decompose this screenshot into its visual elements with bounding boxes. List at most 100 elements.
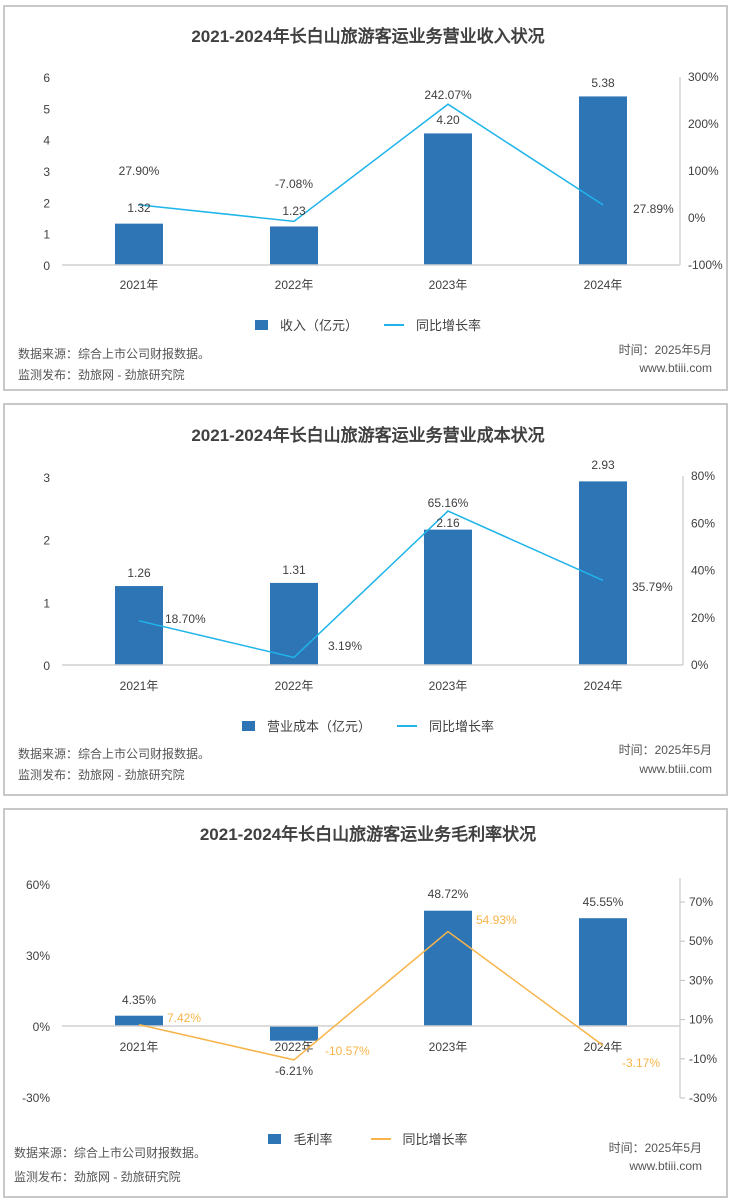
x-axis-tick-label: 2023年 bbox=[429, 679, 468, 693]
right-axis-tick-label: -30% bbox=[689, 1091, 717, 1105]
growth-rate-label: 18.70% bbox=[165, 612, 206, 626]
publisher: 监测发布：劲旅网 - 劲旅研究院 bbox=[18, 768, 185, 782]
x-axis-tick-label: 2022年 bbox=[275, 1040, 314, 1054]
growth-rate-line bbox=[138, 103, 604, 223]
site-url: www.btiii.com bbox=[639, 361, 712, 375]
chart-title: 2021-2024年长白山旅游客运业务营业收入状况 bbox=[191, 27, 545, 46]
left-axis-tick-label: 30% bbox=[26, 949, 50, 963]
x-axis-tick-label: 2024年 bbox=[584, 278, 623, 292]
left-axis-tick-label: 6 bbox=[43, 71, 50, 85]
chart-legend: 毛利率 同比增长率 bbox=[0, 1129, 736, 1148]
bar bbox=[424, 529, 472, 665]
left-axis-tick-label: 2 bbox=[43, 534, 50, 548]
left-axis-tick-label: 0 bbox=[43, 659, 50, 673]
right-axis-tick-label: 100% bbox=[688, 164, 719, 178]
chart-legend: 收入（亿元） 同比增长率 bbox=[0, 315, 736, 334]
data-source: 数据来源：综合上市公司财报数据。 bbox=[14, 1146, 207, 1160]
legend-bar-swatch bbox=[268, 1133, 282, 1144]
right-axis-tick-label: 50% bbox=[689, 934, 713, 948]
publisher: 监测发布：劲旅网 - 劲旅研究院 bbox=[18, 368, 185, 382]
bar-value-label: 45.55% bbox=[583, 895, 624, 909]
right-axis-tick-label: 0% bbox=[688, 211, 706, 225]
bar-value-label: 4.35% bbox=[122, 993, 156, 1007]
bar-value-label: 1.23 bbox=[282, 204, 306, 218]
publish-time: 时间：2025年5月 bbox=[618, 343, 712, 357]
right-axis-tick-label: 0% bbox=[691, 658, 709, 672]
right-axis-tick-label: 30% bbox=[689, 973, 713, 987]
x-axis-tick-label: 2021年 bbox=[120, 1040, 159, 1054]
publish-time: 时间：2025年5月 bbox=[618, 743, 712, 757]
left-axis-tick-label: 60% bbox=[26, 878, 50, 892]
bar-value-label: 2.93 bbox=[591, 458, 615, 472]
growth-rate-label: 27.90% bbox=[119, 164, 160, 178]
left-axis-tick-label: 2 bbox=[43, 196, 50, 210]
chart-legend: 营业成本（亿元） 同比增长率 bbox=[0, 716, 736, 735]
legend-label: 收入（亿元） bbox=[279, 318, 358, 333]
legend-bar-swatch bbox=[241, 720, 255, 731]
growth-rate-label: 54.93% bbox=[476, 913, 517, 927]
left-axis-tick-label: 3 bbox=[43, 471, 50, 485]
data-source: 数据来源：综合上市公司财报数据。 bbox=[18, 747, 211, 761]
legend-label: 毛利率 bbox=[293, 1132, 333, 1147]
growth-rate-line bbox=[138, 930, 604, 1061]
right-axis-tick-label: 20% bbox=[691, 611, 715, 625]
site-url: www.btiii.com bbox=[629, 1159, 702, 1173]
bar bbox=[579, 918, 627, 1026]
legend-line-swatch bbox=[370, 1137, 391, 1140]
right-axis-tick-label: 40% bbox=[691, 564, 715, 578]
bar bbox=[579, 96, 627, 265]
growth-rate-label: -10.57% bbox=[325, 1044, 370, 1058]
growth-rate-label: 3.19% bbox=[328, 639, 362, 653]
growth-rate-label: -7.08% bbox=[275, 177, 313, 191]
left-axis-tick-label: 5 bbox=[43, 102, 50, 116]
bar bbox=[270, 226, 318, 265]
right-axis-tick-label: -10% bbox=[689, 1052, 717, 1066]
bar-value-label: 48.72% bbox=[428, 887, 469, 901]
bar bbox=[270, 582, 318, 665]
left-axis-tick-label: 0 bbox=[43, 259, 50, 273]
bar-value-label: 2.16 bbox=[436, 516, 460, 530]
legend-bar-swatch bbox=[254, 319, 268, 330]
growth-rate-label: 65.16% bbox=[428, 496, 469, 510]
growth-rate-label: -3.17% bbox=[622, 1056, 660, 1070]
growth-rate-line bbox=[138, 510, 604, 659]
x-axis-tick-label: 2023年 bbox=[429, 1040, 468, 1054]
right-axis-tick-label: 70% bbox=[689, 895, 713, 909]
bar bbox=[115, 586, 163, 665]
legend-line-swatch bbox=[384, 323, 404, 326]
x-axis-tick-label: 2024年 bbox=[584, 679, 623, 693]
legend-label: 营业成本（亿元） bbox=[266, 719, 371, 734]
x-axis-tick-label: 2021年 bbox=[120, 278, 159, 292]
bar bbox=[424, 910, 472, 1026]
left-axis-tick-label: 1 bbox=[43, 228, 50, 242]
bar bbox=[115, 1015, 163, 1026]
bar-value-label: 4.20 bbox=[436, 113, 460, 127]
growth-rate-label: 27.89% bbox=[633, 202, 674, 216]
bar-value-label: 1.31 bbox=[282, 563, 306, 577]
data-source: 数据来源：综合上市公司财报数据。 bbox=[18, 347, 211, 361]
x-axis-tick-label: 2024年 bbox=[584, 1040, 623, 1054]
publisher: 监测发布：劲旅网 - 劲旅研究院 bbox=[14, 1170, 181, 1184]
left-axis-tick-label: 3 bbox=[43, 165, 50, 179]
legend-label: 同比增长率 bbox=[429, 719, 495, 734]
legend-line-swatch bbox=[397, 724, 417, 727]
right-axis-tick-label: -100% bbox=[688, 258, 723, 272]
bar bbox=[115, 223, 163, 265]
right-axis-tick-label: 300% bbox=[688, 70, 719, 84]
left-axis-tick-label: 4 bbox=[43, 134, 50, 148]
legend-label: 同比增长率 bbox=[402, 1132, 468, 1147]
left-axis-tick-label: 0% bbox=[33, 1020, 51, 1034]
right-axis-tick-label: 60% bbox=[691, 516, 715, 530]
growth-rate-label: 242.07% bbox=[424, 88, 472, 102]
publish-time: 时间：2025年5月 bbox=[608, 1141, 702, 1155]
site-url: www.btiii.com bbox=[639, 762, 712, 776]
bar-value-label: 1.32 bbox=[127, 201, 151, 215]
bar-value-label: -6.21% bbox=[275, 1064, 313, 1078]
x-axis-tick-label: 2022年 bbox=[275, 679, 314, 693]
right-axis-tick-label: 200% bbox=[688, 117, 719, 131]
right-axis-tick-label: 10% bbox=[689, 1013, 713, 1027]
growth-rate-label: 35.79% bbox=[632, 580, 673, 594]
growth-rate-label: 7.42% bbox=[167, 1011, 201, 1025]
left-axis-tick-label: 1 bbox=[43, 596, 50, 610]
